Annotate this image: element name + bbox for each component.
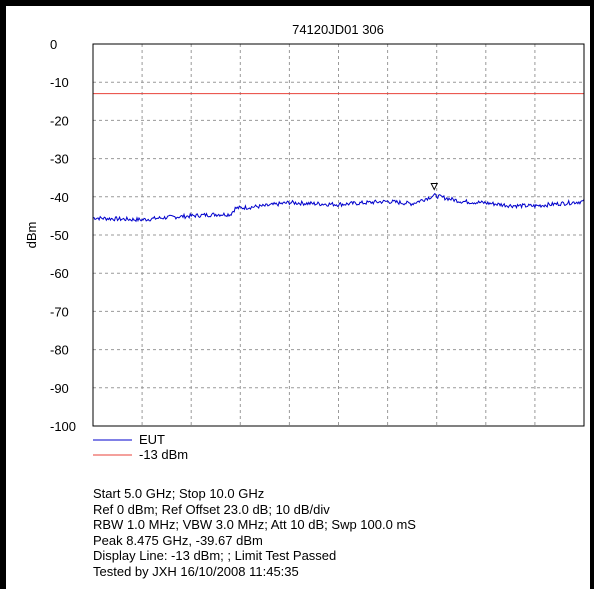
y-tick-label: -90 bbox=[50, 381, 69, 396]
y-tick-label: -20 bbox=[50, 113, 69, 128]
y-tick-label: -30 bbox=[50, 152, 69, 167]
info-line-start-stop: Start 5.0 GHz; Stop 10.0 GHz bbox=[93, 486, 265, 501]
y-tick-label: -80 bbox=[50, 343, 69, 358]
info-line-display-line: Display Line: -13 dBm; ; Limit Test Pass… bbox=[93, 548, 337, 563]
info-line-peak: Peak 8.475 GHz, -39.67 dBm bbox=[93, 532, 263, 548]
legend: EUT-13 dBm bbox=[93, 432, 188, 462]
measurement-info: Start 5.0 GHz; Stop 10.0 GHz Ref 0 dBm; … bbox=[93, 486, 416, 579]
y-tick-label: -100 bbox=[50, 419, 76, 434]
info-line-tested-by: Tested by JXH 16/10/2008 11:45:35 bbox=[93, 563, 299, 579]
y-tick-label: -40 bbox=[50, 190, 69, 205]
y-tick-label: 0 bbox=[50, 37, 57, 52]
y-tick-label: -60 bbox=[50, 266, 69, 281]
info-line-ref: Ref 0 dBm; Ref Offset 23.0 dB; 10 dB/div bbox=[93, 501, 330, 517]
y-tick-label: -10 bbox=[50, 75, 69, 90]
series-line-eut bbox=[92, 193, 585, 223]
chart-title: 74120JD01 306 bbox=[292, 22, 384, 37]
peak-marker-icon bbox=[430, 183, 439, 191]
y-axis-label: dBm bbox=[24, 222, 39, 249]
peak-marker-layer bbox=[430, 183, 439, 191]
legend-label: EUT bbox=[139, 432, 165, 447]
y-tick-labels: 0 -10 -20 -30 -40 -50 -60 -70 -80 -90 -100 bbox=[50, 37, 76, 434]
y-tick-label: -70 bbox=[50, 304, 69, 319]
series-layer bbox=[92, 93, 585, 223]
grid-layer bbox=[93, 44, 584, 426]
plot-border bbox=[92, 43, 585, 427]
info-line-rbw: RBW 1.0 MHz; VBW 3.0 MHz; Att 10 dB; Swp… bbox=[93, 517, 416, 532]
legend-label: -13 dBm bbox=[139, 447, 188, 462]
y-tick-label: -50 bbox=[50, 228, 69, 243]
